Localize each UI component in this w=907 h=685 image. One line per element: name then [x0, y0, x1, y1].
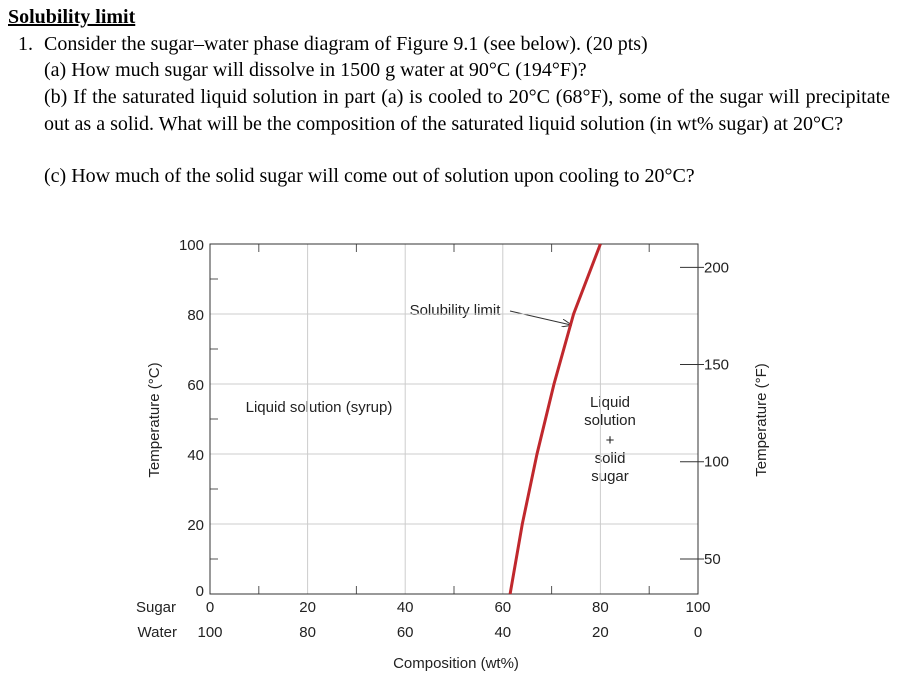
- region-label: solid: [595, 450, 626, 467]
- x-tick-label: 80: [592, 599, 609, 616]
- y-axis-label: Temperature (°C): [146, 362, 163, 477]
- region-label: Liquid: [590, 394, 630, 411]
- annotation: Solubility limit: [410, 302, 502, 319]
- question-part: (a) How much sugar will dissolve in 1500…: [44, 59, 587, 81]
- y2-tick-label: 150: [704, 357, 729, 374]
- question-number: 1.: [18, 33, 33, 55]
- title: Solubility limit: [8, 6, 136, 28]
- row-label: Water: [138, 624, 177, 641]
- y-tick-label: 100: [179, 237, 204, 254]
- y-tick-label: 20: [187, 517, 204, 534]
- y-tick-label: 80: [187, 307, 204, 324]
- region-label: sugar: [591, 468, 629, 485]
- x-axis-label: Composition (wt%): [393, 655, 519, 672]
- annotation-arrow: [509, 310, 571, 325]
- question-text: Consider the sugar–water phase diagram o…: [44, 33, 648, 55]
- question-part: (c) How much of the solid sugar will com…: [44, 165, 695, 187]
- x2-tick-label: 0: [694, 624, 702, 641]
- x-tick-label: 20: [299, 599, 316, 616]
- y2-tick-label: 200: [704, 259, 729, 276]
- y2-axis-label: Temperature (°F): [753, 363, 770, 477]
- y-tick-label: 0: [196, 583, 204, 600]
- region-label: solution: [584, 412, 636, 429]
- y-tick-label: 40: [187, 447, 204, 464]
- y2-tick-label: 50: [704, 551, 721, 568]
- x2-tick-label: 100: [197, 624, 222, 641]
- x-tick-label: 100: [685, 599, 710, 616]
- solubility-curve: [508, 243, 602, 595]
- plot-frame: [209, 243, 699, 595]
- region-label: +: [606, 432, 615, 449]
- x2-tick-label: 60: [397, 624, 414, 641]
- x2-tick-label: 80: [299, 624, 316, 641]
- x-tick-label: 0: [206, 599, 214, 616]
- row-label: Sugar: [136, 599, 176, 616]
- x2-tick-label: 20: [592, 624, 609, 641]
- x2-tick-label: 40: [494, 624, 511, 641]
- x-tick-label: 60: [494, 599, 511, 616]
- question-part: (b) If the saturated liquid solution in …: [44, 86, 890, 135]
- region-label: Liquid solution (syrup): [246, 399, 393, 416]
- x-tick-label: 40: [397, 599, 414, 616]
- y-tick-label: 60: [187, 377, 204, 394]
- y2-tick-label: 100: [704, 454, 729, 471]
